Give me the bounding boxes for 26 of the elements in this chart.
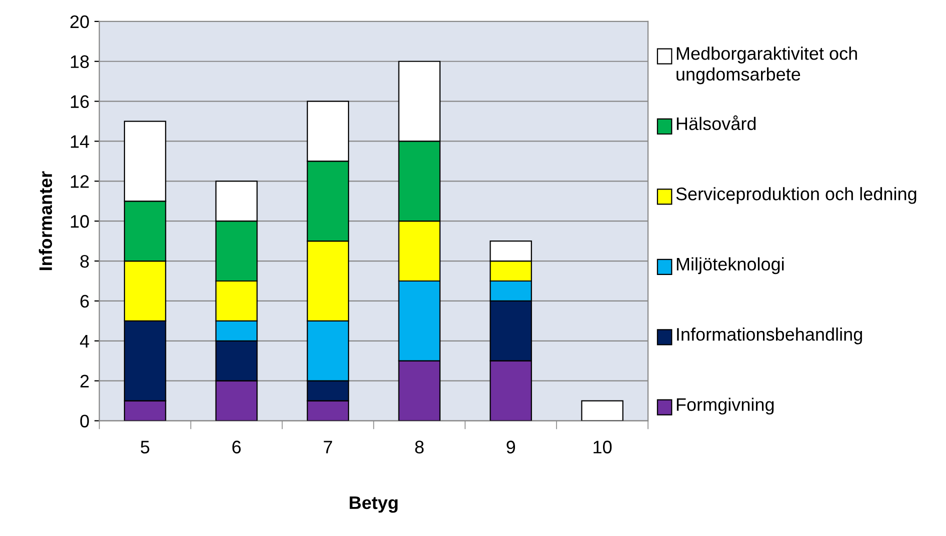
- x-tick-label: 8: [415, 440, 424, 454]
- y-tick-label: 6: [80, 294, 89, 308]
- bar: [581, 400, 624, 421]
- legend-label: Miljöteknologi: [676, 257, 784, 274]
- x-tick-label: 10: [594, 440, 612, 454]
- x-axis-title: Betyg: [350, 496, 398, 513]
- y-tick-label: 12: [70, 175, 89, 188]
- y-tick-label: 8: [80, 254, 89, 268]
- y-tick-label: 14: [70, 135, 90, 148]
- y-tick-label: 16: [70, 95, 89, 108]
- x-tick-label: 5: [140, 440, 150, 454]
- legend-label: Formgivning: [676, 398, 774, 415]
- x-tick-label: 7: [324, 440, 332, 454]
- y-tick-label: 4: [80, 335, 90, 348]
- legend-label: Informationsbehandling: [677, 327, 862, 344]
- y-axis-title: Informanter: [38, 171, 52, 270]
- legend-label: Serviceproduktion och ledning: [676, 187, 916, 204]
- y-tick-label: 20: [70, 15, 89, 28]
- y-tick-label: 2: [80, 374, 89, 388]
- x-tick-label: 9: [506, 440, 516, 454]
- y-tick-label: 10: [70, 215, 89, 228]
- x-tick-label: 6: [232, 440, 241, 454]
- y-tick-label: 0: [80, 414, 89, 428]
- legend-label: Hälsovård: [676, 115, 756, 130]
- y-tick-label: 18: [70, 55, 89, 68]
- legend-label: Medborgaraktivitet och ungdomsarbete: [676, 46, 857, 84]
